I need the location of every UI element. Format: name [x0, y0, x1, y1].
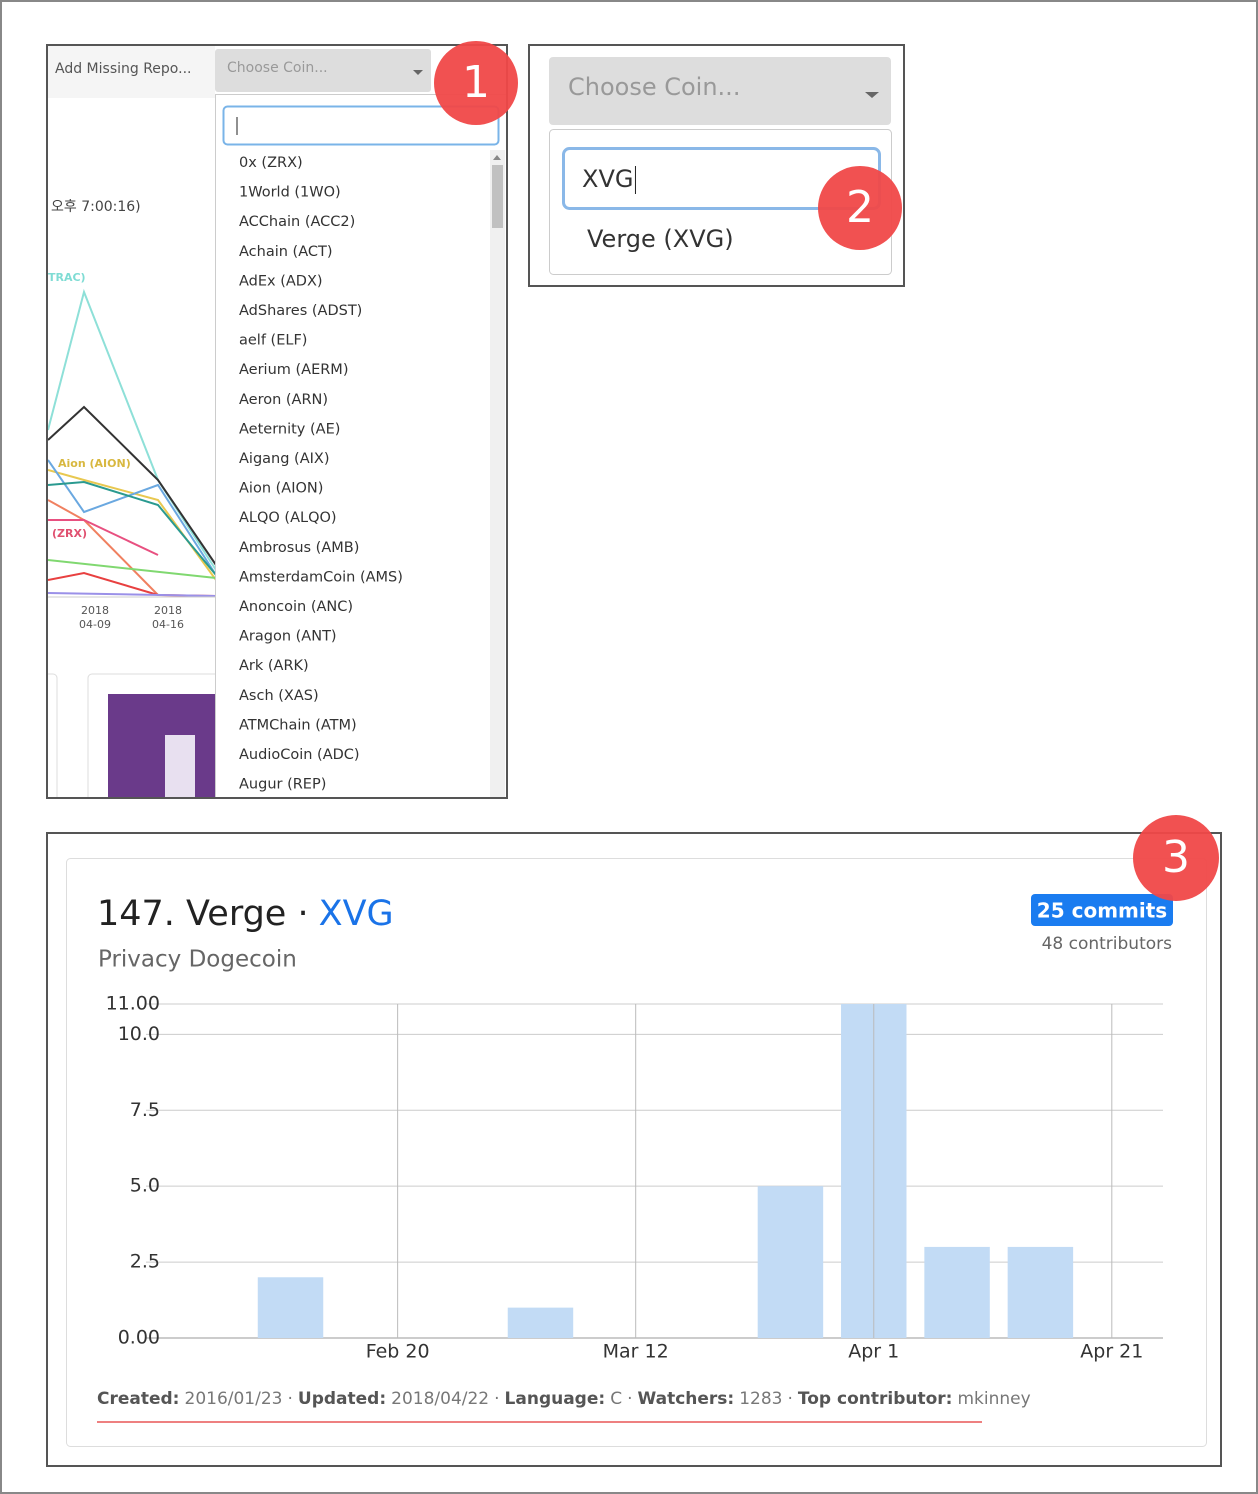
coin-option[interactable]: 1World (1WO) — [239, 185, 341, 201]
x-tick-label: Apr 1 — [848, 1341, 899, 1363]
panel-1-border — [46, 44, 508, 799]
dropdown-panel — [215, 94, 506, 797]
x-tick-label: Feb 20 — [366, 1341, 430, 1363]
x-label: 2018 — [154, 604, 182, 617]
coin-option[interactable]: Aion (AION) — [239, 481, 323, 497]
scroll-thumb[interactable] — [492, 165, 503, 228]
coin-option[interactable]: ALQO (ALQO) — [239, 510, 337, 526]
coin-option[interactable]: ACChain (ACC2) — [239, 214, 355, 230]
footer-value: 2016/01/23 — [185, 1389, 283, 1409]
subtitle: Privacy Dogecoin — [98, 947, 297, 973]
time-text: 오후 7:00:16) — [51, 199, 141, 215]
coin-option[interactable]: Aerium (AERM) — [239, 362, 348, 378]
dropdown-label: Choose Coin... — [227, 60, 328, 76]
caret — [413, 70, 423, 75]
bar — [257, 1277, 324, 1338]
separator: · — [287, 1389, 292, 1409]
bar — [507, 1307, 574, 1338]
step-badge — [818, 166, 902, 250]
y-tick-label: 10.0 — [118, 1023, 160, 1045]
coin-option[interactable]: Aeron (ARN) — [239, 392, 328, 408]
footer-label: Watchers: — [637, 1389, 734, 1409]
rank-name: 147. Verge · — [97, 894, 309, 934]
footer-label: Top contributor: — [798, 1389, 953, 1409]
coin-option[interactable]: Aigang (AIX) — [239, 451, 329, 467]
symbol[interactable]: XVG — [319, 894, 394, 934]
scrollbar[interactable] — [490, 150, 505, 800]
coin-option[interactable]: AmsterdamCoin (AMS) — [239, 569, 403, 585]
footer-value: 2018/04/22 — [391, 1389, 489, 1409]
panel-1: Add Missing Repo... Choose Coin... 오후 7:00… — [48, 46, 506, 800]
contributors: 48 contributors — [1042, 934, 1173, 954]
footer-label: Language: — [505, 1389, 606, 1409]
search-input[interactable] — [222, 105, 500, 146]
coin-option[interactable]: Verge (XVG) — [587, 225, 734, 253]
caret — [865, 92, 879, 98]
coin-option[interactable]: AudioCoin (ADC) — [239, 747, 360, 763]
x-label: 04-09 — [79, 618, 111, 631]
y-tick-label: 0.00 — [118, 1327, 160, 1349]
coin-option[interactable]: Anoncoin (ANC) — [239, 599, 353, 615]
step-badge — [434, 41, 518, 125]
x-label: 2018 — [81, 604, 109, 617]
coin-option[interactable]: AdEx (ADX) — [239, 273, 323, 289]
separator: · — [494, 1389, 499, 1409]
coin-option[interactable]: Aeternity (AE) — [239, 421, 340, 437]
series-label: (ZRX) — [52, 527, 87, 540]
bar — [757, 1186, 824, 1338]
coin-option[interactable]: aelf (ELF) — [239, 333, 307, 349]
footer: Created: 2016/01/23 · Updated: 2018/04/22 · La… — [97, 1389, 1031, 1409]
coin-option[interactable]: AdShares (ADST) — [239, 303, 362, 319]
x-tick-label: Apr 21 — [1080, 1341, 1143, 1363]
toolbar — [48, 46, 215, 98]
step-number: 3 — [1162, 832, 1190, 883]
y-tick-label: 7.5 — [130, 1099, 160, 1121]
panel-3: 147. Verge · XVG Privacy Dogecoin 25 commit… — [46, 832, 1222, 1467]
coin-option[interactable]: Achain (ACT) — [239, 244, 333, 260]
coin-option[interactable]: Ambrosus (AMB) — [239, 540, 359, 556]
dropdown-button[interactable] — [215, 49, 431, 92]
coin-option[interactable]: Augur (REP) — [239, 777, 326, 793]
footer-value: mkinney — [957, 1389, 1030, 1409]
coin-option[interactable]: Ark (ARK) — [239, 658, 309, 674]
footer-value: 1283 — [739, 1389, 782, 1409]
series-label: Aion (AION) — [58, 457, 131, 470]
y-tick-label: 2.5 — [130, 1251, 160, 1273]
search-text: XVG — [582, 165, 633, 193]
card — [66, 858, 1207, 1447]
toolbar-link[interactable]: Add Missing Repo... — [55, 61, 191, 77]
footer-label: Updated: — [298, 1389, 386, 1409]
step-badge — [1133, 815, 1219, 901]
series-label: TRAC) — [48, 271, 86, 284]
footer-label: Created: — [97, 1389, 180, 1409]
separator: · — [788, 1389, 793, 1409]
y-tick-label: 11.00 — [106, 993, 160, 1015]
bar — [1007, 1246, 1074, 1338]
dropdown-label: Choose Coin... — [568, 73, 740, 101]
bar — [924, 1246, 990, 1338]
commit-badge[interactable] — [1031, 894, 1173, 926]
background-chart — [48, 288, 229, 797]
commit-count: 25 commits — [1037, 899, 1167, 923]
step-number: 2 — [846, 182, 874, 233]
separator: · — [627, 1389, 632, 1409]
panel-2: Choose Coin... XVG Verge (XVG) — [528, 44, 905, 287]
step-number: 1 — [462, 57, 490, 108]
scroll-arrow — [493, 155, 501, 160]
footer-value: C — [610, 1389, 622, 1409]
coin-option[interactable]: ATMChain (ATM) — [239, 717, 357, 733]
coin-option[interactable]: Asch (XAS) — [239, 688, 319, 704]
coin-option[interactable]: Aragon (ANT) — [239, 629, 337, 645]
x-tick-label: Mar 12 — [603, 1341, 669, 1363]
y-tick-label: 5.0 — [130, 1175, 160, 1197]
card-title: 147. Verge · XVG — [97, 894, 394, 934]
x-label: 04-16 — [152, 618, 184, 631]
dropdown-button[interactable] — [549, 57, 891, 125]
coin-option[interactable]: 0x (ZRX) — [239, 155, 303, 171]
